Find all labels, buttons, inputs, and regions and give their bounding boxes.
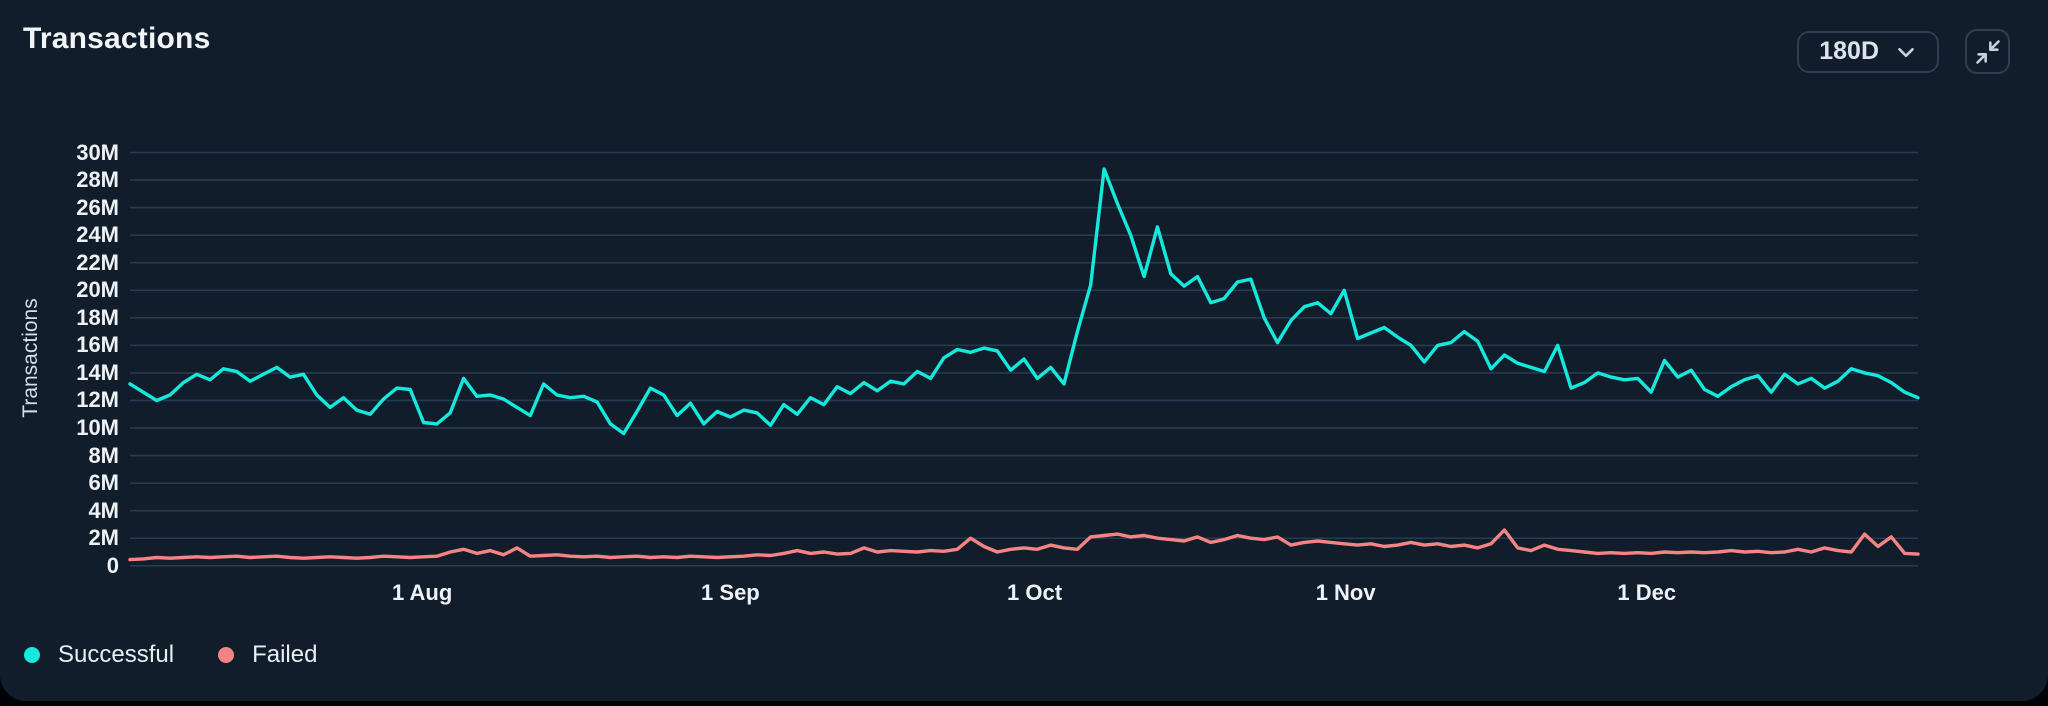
legend-item-failed[interactable]: Failed [218, 641, 317, 669]
y-tick-label: 0 [106, 552, 119, 578]
y-tick-label: 8M [88, 442, 119, 468]
y-tick-label: 18M [76, 304, 119, 330]
y-tick-label: 22M [76, 249, 119, 275]
y-tick-label: 12M [76, 387, 119, 413]
header-controls: 180D [1797, 29, 2010, 74]
y-axis-title: Transactions [19, 298, 42, 418]
y-tick-label: 30M [76, 139, 119, 165]
series-line-failed [128, 528, 1920, 562]
y-tick-label: 2M [88, 525, 119, 551]
page-title: Transactions [23, 22, 211, 55]
y-tick-label: 4M [88, 497, 119, 523]
y-tick-label: 26M [76, 194, 119, 220]
x-tick-label: 1 Oct [1007, 580, 1063, 605]
series-line-successful [128, 167, 1920, 436]
y-tick-label: 14M [76, 359, 119, 385]
y-tick-label: 24M [76, 222, 119, 248]
y-tick-label: 6M [88, 470, 119, 496]
y-tick-label: 28M [76, 167, 119, 193]
collapse-button[interactable] [1965, 29, 2010, 74]
successful-series-dot [24, 647, 40, 663]
collapse-icon [1974, 38, 2002, 66]
y-tick-label: 16M [76, 332, 119, 358]
legend-label-successful: Successful [58, 641, 175, 668]
x-tick-label: 1 Nov [1315, 580, 1376, 605]
chart-legend: Successful Failed [24, 641, 317, 669]
range-selector-label: 180D [1819, 37, 1879, 65]
chevron-down-icon [1893, 39, 1919, 65]
x-tick-label: 1 Aug [392, 580, 453, 605]
y-tick-label: 10M [76, 415, 119, 441]
y-tick-label: 20M [76, 277, 119, 303]
legend-item-successful[interactable]: Successful [24, 641, 174, 669]
x-tick-label: 1 Sep [701, 580, 760, 605]
failed-series-dot [218, 647, 235, 663]
range-selector-button[interactable]: 180D [1797, 30, 1939, 73]
legend-label-failed: Failed [252, 641, 318, 668]
x-tick-label: 1 Dec [1617, 580, 1677, 605]
